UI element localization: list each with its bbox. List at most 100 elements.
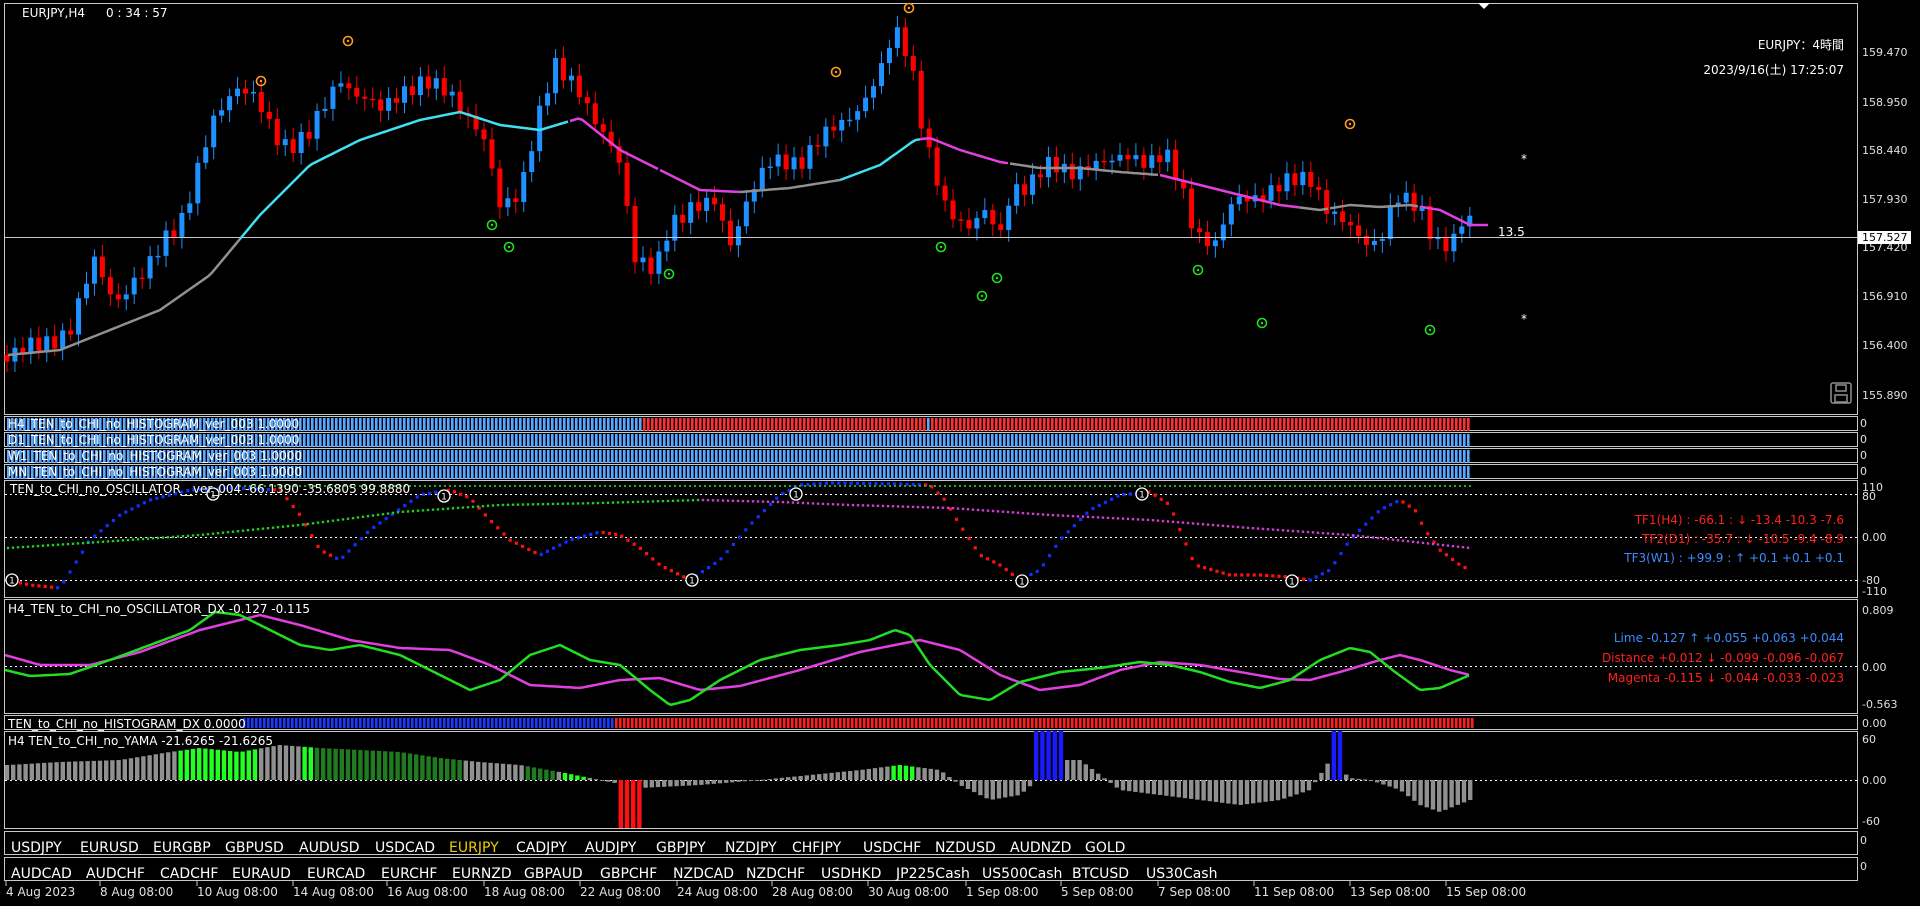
- symbol-button-audchf[interactable]: AUDCHF: [86, 866, 145, 882]
- oscillator-dot-d1: [1271, 528, 1275, 531]
- symbol-button-usdcad[interactable]: USDCAD: [375, 840, 435, 856]
- symbol-button-usdhkd[interactable]: USDHKD: [821, 866, 881, 882]
- candle: [521, 161, 527, 212]
- symbol-button-eurjpy[interactable]: EURJPY: [449, 840, 499, 856]
- histogram-cell: [1283, 434, 1286, 447]
- symbol-button-us500cash[interactable]: US500Cash: [982, 866, 1062, 882]
- histogram-cell: [831, 434, 834, 447]
- yama-bar: [79, 761, 84, 780]
- histogram-dx-row[interactable]: [243, 718, 1474, 728]
- save-icon[interactable]: [1830, 382, 1852, 404]
- symbol-button-gold[interactable]: GOLD: [1085, 840, 1125, 856]
- mtf-histogram-rows[interactable]: [7, 418, 1470, 479]
- oscillator-dot-d1: [696, 498, 700, 502]
- symbol-button-usdjpy[interactable]: USDJPY: [11, 840, 62, 856]
- candlesticks[interactable]: [4, 15, 1473, 373]
- oscillator-dot-w1: [889, 485, 891, 487]
- oscillator-dot: [1221, 571, 1225, 575]
- symbol-button-usdchf[interactable]: USDCHF: [863, 840, 921, 856]
- yama-bar: [383, 751, 388, 780]
- symbol-button-cadchf[interactable]: CADCHF: [160, 866, 219, 882]
- symbol-row-2[interactable]: AUDCAD AUDCHF CADCHF EURAUD EURCAD EURCHF EURN…: [11, 866, 1217, 882]
- histogram-cell: [275, 466, 278, 479]
- histogram-cell: [535, 450, 538, 463]
- time-axis[interactable]: 4 Aug 2023 8 Aug 08:00 10 Aug 08:00 14 Aug …: [5, 881, 1526, 899]
- oscillator-dot-w1: [259, 485, 261, 487]
- oscillator-dot: [37, 584, 41, 588]
- moving-average-segment: [919, 137, 1009, 165]
- oscillator-dx-panel[interactable]: H4_TEN_to_CHI_no_OSCILLATOR_DX -0.127 -0…: [4, 602, 1897, 711]
- oscillator-dot-d1: [1261, 527, 1265, 531]
- symbol-button-eurgbp[interactable]: EURGBP: [153, 840, 211, 856]
- symbol-button-btcusd[interactable]: BTCUSD: [1072, 866, 1129, 882]
- candle: [330, 80, 336, 121]
- symbol-button-gbpchf[interactable]: GBPCHF: [600, 866, 657, 882]
- signal-bottom-dot: [995, 276, 999, 280]
- histogram-cell: [399, 434, 402, 447]
- symbol-button-nzdchf[interactable]: NZDCHF: [746, 866, 805, 882]
- symbol-button-audusd[interactable]: AUDUSD: [299, 840, 360, 856]
- histogram-cell: [539, 418, 542, 431]
- oscillator-dot: [192, 488, 196, 492]
- histogram-dx-cell: [715, 718, 718, 728]
- oscillator-dot: [1165, 501, 1169, 505]
- symbol-button-jp225cash[interactable]: JP225Cash: [895, 866, 970, 882]
- oscillator-dot: [948, 507, 952, 511]
- price-axis[interactable]: 159.470 158.950 158.440 157.930 157.420 …: [1858, 46, 1911, 402]
- histogram-cell: [339, 450, 342, 463]
- symbol-button-eurchf[interactable]: EURCHF: [381, 866, 437, 882]
- histogram-cell: [43, 466, 46, 479]
- symbol-button-gbpusd[interactable]: GBPUSD: [225, 840, 284, 856]
- symbol-button-nzdcad[interactable]: NZDCAD: [673, 866, 734, 882]
- symbol-button-nzdjpy[interactable]: NZDJPY: [725, 840, 777, 856]
- yama-bar: [1096, 773, 1101, 780]
- oscillator-dot: [614, 532, 618, 536]
- histogram-cell: [1251, 450, 1254, 463]
- histogram-dx-cell: [807, 718, 810, 728]
- histogram-cell: [651, 450, 654, 463]
- symbol-button-gbpjpy[interactable]: GBPJPY: [656, 840, 706, 856]
- oscillator-dot: [223, 486, 227, 490]
- candle: [131, 266, 137, 305]
- yama-panel[interactable]: H4 TEN_to_CHI_no_YAMA -21.6265 -21.6265 …: [4, 731, 1887, 828]
- yama-bars: [4, 731, 1473, 828]
- symbol-button-eurusd[interactable]: EURUSD: [80, 840, 139, 856]
- yama-bar: [866, 768, 871, 780]
- symbol-button-eurnzd[interactable]: EURNZD: [452, 866, 512, 882]
- symbol-button-euraud[interactable]: EURAUD: [232, 866, 291, 882]
- histogram-cell: [1387, 418, 1390, 431]
- oscillator-dot-w1: [1199, 485, 1201, 487]
- histogram-cell: [1247, 466, 1250, 479]
- histogram-cell: [923, 466, 926, 479]
- symbol-button-cadjpy[interactable]: CADJPY: [516, 840, 567, 856]
- histogram-cell: [63, 418, 66, 431]
- symbol-button-chfjpy[interactable]: CHFJPY: [792, 840, 842, 856]
- histogram-cell: [1195, 418, 1198, 431]
- symbol-button-nzdusd[interactable]: NZDUSD: [935, 840, 996, 856]
- shift-marker-icon[interactable]: [1478, 3, 1490, 9]
- oscillator-dot-w1: [814, 485, 816, 487]
- symbol-button-gbpaud[interactable]: GBPAUD: [524, 866, 583, 882]
- symbol-button-us30cash[interactable]: US30Cash: [1146, 866, 1217, 882]
- histogram-cell: [587, 418, 590, 431]
- histogram-cell: [475, 434, 478, 447]
- candle: [84, 271, 89, 305]
- histogram-cell: [227, 434, 230, 447]
- histogram-cell: [811, 450, 814, 463]
- histogram-cell: [199, 466, 202, 479]
- histogram-cell: [1391, 418, 1394, 431]
- symbol-button-audjpy[interactable]: AUDJPY: [585, 840, 637, 856]
- price-panel[interactable]: EURJPY,H4 0 : 34 : 57 EURJPY：4時間 2023/9/…: [4, 2, 1912, 404]
- histogram-cell: [467, 466, 470, 479]
- symbol-button-eurcad[interactable]: EURCAD: [307, 866, 365, 882]
- symbol-button-audcad[interactable]: AUDCAD: [11, 866, 72, 882]
- candle: [44, 328, 50, 363]
- histogram-cell: [107, 434, 110, 447]
- symbol-row-1[interactable]: USDJPY EURUSD EURGBP GBPUSD AUDUSD USDCAD EURJ…: [11, 840, 1125, 856]
- histogram-cell: [1355, 418, 1358, 431]
- symbol-button-audnzd[interactable]: AUDNZD: [1010, 840, 1071, 856]
- yama-bar: [773, 778, 778, 780]
- histogram-cell: [1195, 450, 1198, 463]
